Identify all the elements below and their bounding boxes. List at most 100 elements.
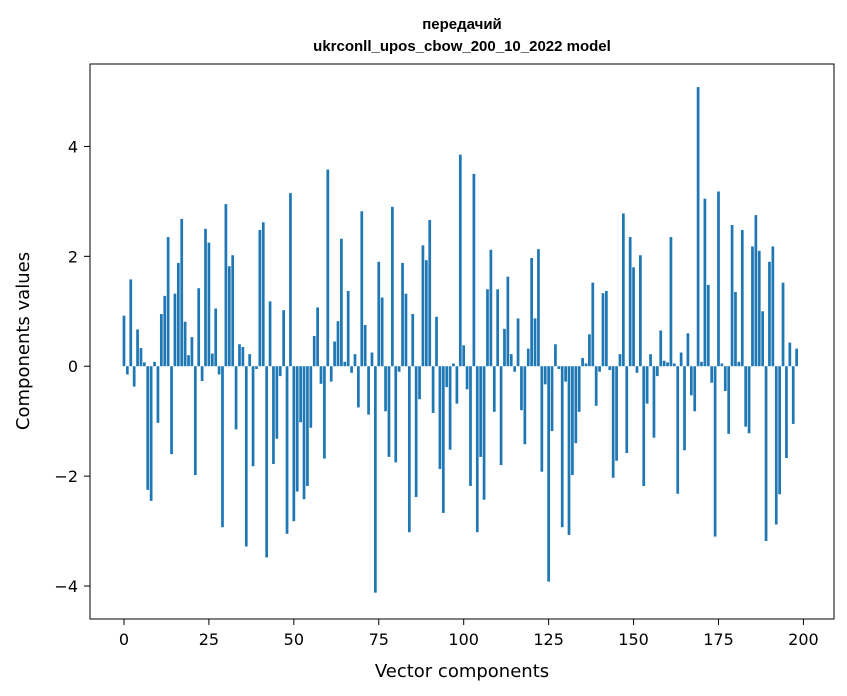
bar-78 bbox=[387, 366, 391, 457]
bar-70 bbox=[360, 211, 364, 367]
bar-194 bbox=[781, 282, 785, 367]
bar-23 bbox=[200, 366, 204, 382]
bar-152 bbox=[639, 255, 642, 367]
x-axis-label: Vector components bbox=[375, 661, 549, 682]
bar-172 bbox=[706, 284, 710, 367]
y-axis-ticks: −4 −2 0 2 4 bbox=[54, 137, 90, 596]
bar-115 bbox=[513, 366, 517, 372]
bar-64 bbox=[340, 238, 343, 367]
bar-106 bbox=[482, 366, 486, 500]
bar-86 bbox=[414, 366, 418, 498]
bar-156 bbox=[652, 366, 656, 438]
bar-38 bbox=[251, 366, 255, 467]
bar-184 bbox=[747, 366, 751, 434]
bar-132 bbox=[571, 366, 574, 476]
bar-180 bbox=[734, 292, 737, 367]
y-axis-label: Components values bbox=[13, 252, 34, 430]
bar-116 bbox=[516, 318, 520, 367]
bar-117 bbox=[520, 366, 523, 411]
bar-89 bbox=[424, 260, 428, 367]
bar-52 bbox=[299, 366, 302, 423]
bar-190 bbox=[768, 261, 771, 367]
bar-9 bbox=[153, 361, 156, 367]
bar-76 bbox=[380, 297, 384, 367]
bar-15 bbox=[173, 293, 177, 367]
bar-105 bbox=[479, 366, 483, 457]
bar-33 bbox=[234, 366, 238, 430]
bar-43 bbox=[268, 301, 272, 367]
bar-41 bbox=[261, 222, 265, 367]
bar-145 bbox=[615, 366, 618, 461]
bar-26 bbox=[210, 353, 214, 367]
bar-144 bbox=[611, 366, 615, 478]
x-tick-label: 75 bbox=[369, 630, 389, 649]
bar-95 bbox=[445, 366, 449, 388]
bar-85 bbox=[411, 314, 415, 367]
bar-159 bbox=[662, 360, 666, 367]
bar-173 bbox=[710, 366, 714, 383]
bar-60 bbox=[326, 169, 330, 367]
bar-66 bbox=[346, 290, 350, 367]
bar-155 bbox=[649, 354, 652, 367]
bar-179 bbox=[730, 225, 734, 367]
bar-57 bbox=[316, 307, 319, 367]
bar-129 bbox=[560, 366, 564, 528]
chart-title-line-2: ukrconll_upos_cbow_200_10_2022 model bbox=[313, 38, 611, 55]
bar-142 bbox=[605, 290, 608, 367]
bar-56 bbox=[312, 336, 316, 367]
x-tick-label: 0 bbox=[119, 630, 129, 649]
bar-12 bbox=[163, 295, 167, 367]
bar-45 bbox=[275, 366, 279, 439]
bar-16 bbox=[176, 262, 180, 367]
bar-29 bbox=[221, 366, 224, 528]
bar-169 bbox=[696, 87, 700, 367]
bar-187 bbox=[757, 250, 761, 367]
bar-101 bbox=[465, 366, 469, 390]
bar-165 bbox=[683, 366, 686, 451]
bar-98 bbox=[455, 366, 459, 404]
bar-197 bbox=[791, 366, 795, 424]
bar-87 bbox=[418, 366, 421, 400]
bar-series bbox=[122, 87, 798, 593]
bar-107 bbox=[486, 289, 489, 367]
bar-69 bbox=[357, 366, 360, 408]
bar-22 bbox=[197, 288, 201, 367]
bar-198 bbox=[795, 348, 798, 367]
bar-166 bbox=[686, 333, 690, 367]
x-tick-label: 150 bbox=[618, 630, 649, 649]
bar-125 bbox=[547, 366, 550, 582]
chart-title-line-1: передачий bbox=[422, 16, 502, 33]
bar-14 bbox=[170, 366, 173, 455]
bar-91 bbox=[431, 366, 435, 413]
bar-7 bbox=[146, 366, 150, 490]
bar-153 bbox=[642, 366, 646, 487]
bar-5 bbox=[139, 348, 143, 367]
bar-131 bbox=[567, 366, 571, 535]
bar-42 bbox=[265, 366, 269, 558]
bar-195 bbox=[785, 366, 788, 458]
bar-193 bbox=[778, 366, 781, 495]
bar-135 bbox=[581, 357, 584, 367]
bar-67 bbox=[350, 366, 353, 373]
bar-124 bbox=[543, 366, 547, 385]
bar-122 bbox=[537, 249, 540, 367]
bar-63 bbox=[336, 321, 340, 367]
bar-121 bbox=[533, 318, 537, 367]
x-tick-label: 100 bbox=[448, 630, 479, 649]
bar-164 bbox=[679, 352, 683, 367]
bar-8 bbox=[149, 366, 153, 501]
bar-168 bbox=[693, 366, 697, 412]
bar-65 bbox=[343, 361, 347, 367]
bar-72 bbox=[367, 366, 370, 415]
bar-90 bbox=[428, 220, 432, 367]
bar-53 bbox=[302, 366, 306, 500]
bar-84 bbox=[407, 366, 411, 533]
bar-49 bbox=[289, 193, 292, 367]
bar-185 bbox=[751, 246, 754, 367]
bar-11 bbox=[159, 314, 163, 367]
bar-130 bbox=[564, 366, 567, 382]
bar-119 bbox=[526, 348, 530, 367]
bar-4 bbox=[136, 329, 139, 367]
bar-126 bbox=[550, 366, 554, 432]
y-tick-label: −4 bbox=[54, 577, 78, 596]
